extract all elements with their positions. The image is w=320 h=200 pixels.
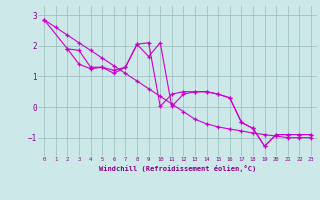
X-axis label: Windchill (Refroidissement éolien,°C): Windchill (Refroidissement éolien,°C) — [99, 165, 256, 172]
